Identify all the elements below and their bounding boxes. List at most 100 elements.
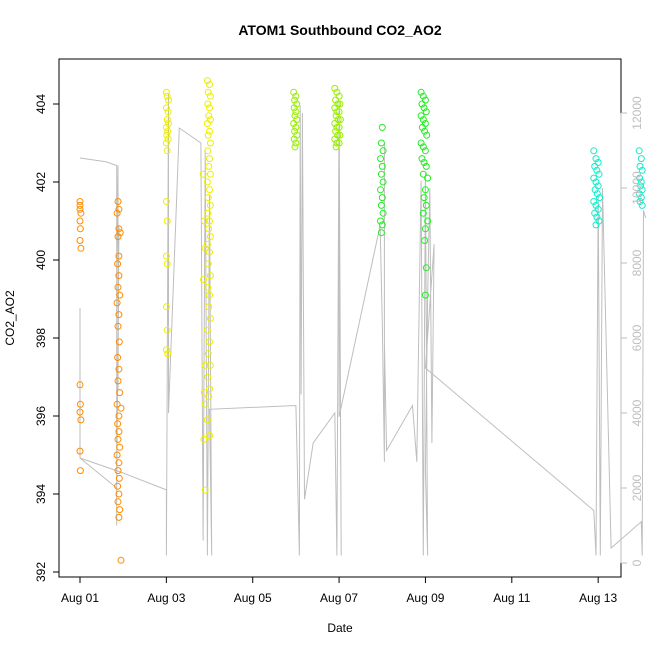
data-point [164, 108, 172, 116]
data-point [76, 201, 84, 209]
data-point [203, 240, 211, 248]
x-tick-label: Aug 07 [320, 591, 358, 605]
data-point [203, 77, 211, 85]
data-point [200, 276, 207, 283]
data-point [115, 513, 123, 521]
data-point [206, 155, 213, 163]
data-point [163, 92, 171, 100]
data-point [292, 92, 300, 100]
data-point [592, 221, 600, 229]
data-point [114, 354, 122, 361]
data-point [419, 116, 427, 124]
x-tick-label: Aug 11 [493, 591, 530, 605]
data-point [206, 186, 213, 194]
data-point [165, 120, 172, 127]
data-point [418, 100, 426, 108]
data-point [116, 443, 124, 451]
data-point [291, 96, 299, 104]
data-point [114, 467, 122, 475]
data-point [291, 112, 299, 120]
data-point [637, 182, 644, 190]
data-point [116, 229, 124, 237]
data-point [206, 315, 214, 322]
chart-title: ATOM1 Southbound CO2_AO2 [238, 22, 441, 38]
data-point [292, 108, 300, 116]
data-point [76, 237, 84, 244]
data-point [636, 198, 644, 205]
data-point [421, 225, 429, 233]
data-point [422, 201, 430, 209]
data-point [162, 346, 170, 354]
data-point [638, 166, 646, 174]
secondary-y-axis: 0 2000 4000 6000 8000 10000 12000 [620, 96, 644, 566]
data-points [76, 77, 646, 564]
data-point [206, 217, 213, 225]
data-point [116, 291, 124, 299]
y-tick-label: 400 [34, 250, 48, 270]
data-point [333, 123, 341, 131]
data-point [117, 404, 125, 412]
data-point [377, 201, 385, 209]
data-point [162, 104, 170, 112]
data-point [114, 233, 122, 241]
data-point [205, 303, 213, 311]
data-point [331, 135, 339, 143]
data-point [116, 389, 124, 397]
x-axis-label: Date [327, 621, 353, 635]
data-point [290, 135, 298, 143]
data-point [291, 127, 299, 135]
data-point [204, 88, 212, 96]
data-point [76, 225, 84, 233]
data-point [331, 120, 339, 127]
data-point [204, 260, 212, 268]
x-tick-label: Aug 05 [234, 591, 272, 605]
data-point [204, 283, 212, 291]
data-point [76, 447, 84, 455]
data-point [424, 217, 432, 225]
data-point [206, 127, 213, 135]
data-point [378, 194, 386, 202]
secondary-tick-label: 0 [630, 559, 644, 566]
data-point [76, 467, 84, 475]
data-point [335, 92, 343, 100]
data-point [419, 209, 427, 217]
data-point [590, 174, 598, 182]
data-point [638, 201, 646, 209]
y-tick-label: 392 [34, 562, 48, 582]
data-point [377, 186, 384, 194]
data-point [206, 385, 213, 393]
data-point [637, 178, 645, 186]
data-point [115, 365, 123, 373]
data-point [422, 108, 430, 116]
data-point [163, 326, 171, 334]
series-aug-08-09 [377, 88, 432, 299]
data-point [206, 201, 214, 209]
data-point [206, 361, 214, 369]
data-point [114, 435, 122, 443]
secondary-tick-label: 2000 [630, 474, 644, 501]
x-tick-label: Aug 03 [147, 591, 185, 605]
secondary-tick-label: 10000 [630, 171, 644, 205]
data-point [115, 490, 123, 498]
data-point [336, 100, 344, 108]
data-point [377, 217, 384, 225]
y-tick-label: 402 [34, 172, 48, 192]
data-point [114, 377, 122, 385]
data-point [593, 190, 601, 198]
data-point [164, 350, 172, 358]
data-point [421, 147, 429, 155]
data-point [591, 162, 599, 170]
data-point [204, 373, 212, 381]
data-point [417, 88, 425, 96]
data-point [203, 178, 211, 186]
data-point [417, 139, 425, 147]
data-point [204, 209, 212, 217]
series-aug-01 [76, 198, 125, 564]
data-point [290, 88, 298, 96]
data-point [333, 108, 341, 116]
data-point [420, 159, 428, 166]
data-point [592, 178, 600, 186]
data-point [594, 205, 602, 213]
data-point [163, 131, 171, 139]
data-point [76, 400, 84, 408]
